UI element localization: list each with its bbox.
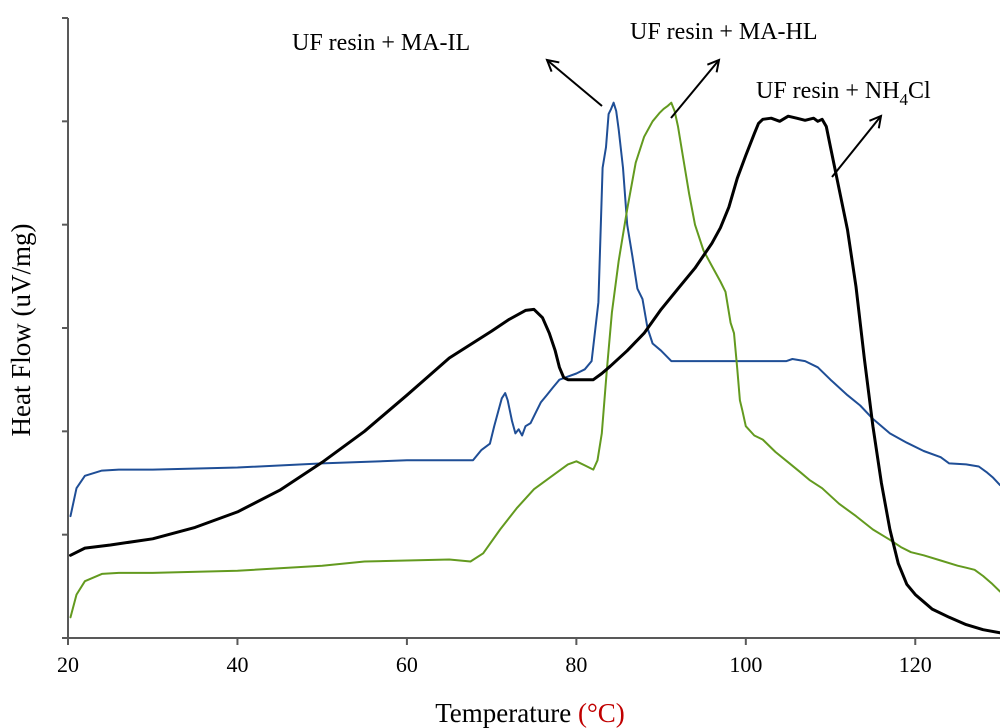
- x-tick-label: 120: [899, 652, 932, 677]
- x-tick-label: 40: [226, 652, 248, 677]
- x-axis-unit: (°C): [578, 698, 625, 728]
- annotation-nh4cl-main: UF resin + NH: [756, 78, 900, 104]
- annotation-nh4cl-label: UF resin + NH4Cl: [756, 78, 931, 109]
- x-tick-label: 20: [57, 652, 79, 677]
- x-axis-title-text: Temperature: [435, 698, 571, 728]
- y-ticks: [62, 17, 68, 639]
- x-ticks: 20 40 60 80 100 120: [57, 638, 932, 677]
- annotation-ma-il: UF resin + MA-IL: [292, 30, 603, 107]
- annotation-nh4cl-tail: Cl: [908, 78, 931, 104]
- x-tick-label: 100: [729, 652, 762, 677]
- y-axis-title: Heat Flow (uV/mg): [6, 224, 36, 437]
- series-layer: [69, 101, 1000, 635]
- annotation-ma-il-arrow: [547, 60, 603, 107]
- series-line-uf-resin-nh4cl: [69, 114, 1000, 635]
- annotation-nh4cl-arrow: [831, 116, 881, 178]
- annotation-ma-hl-label: UF resin + MA-HL: [630, 19, 818, 45]
- annotation-nh4cl: UF resin + NH4Cl: [756, 78, 931, 178]
- series-line-uf-resin-ma-il: [69, 101, 1000, 518]
- annotation-ma-hl-arrow: [670, 60, 719, 119]
- annotation-ma-hl: UF resin + MA-HL: [630, 19, 818, 119]
- x-axis-title: Temperature (°C): [435, 698, 625, 728]
- annotation-nh4cl-sub: 4: [900, 90, 909, 109]
- annotation-ma-il-label: UF resin + MA-IL: [292, 30, 470, 56]
- x-tick-label: 80: [565, 652, 587, 677]
- series-line-uf-resin-ma-hl: [69, 101, 1000, 619]
- x-tick-label: 60: [396, 652, 418, 677]
